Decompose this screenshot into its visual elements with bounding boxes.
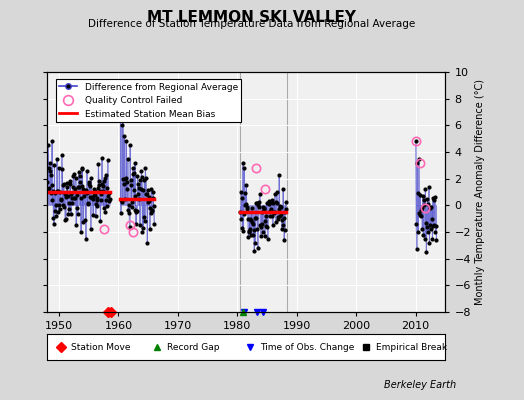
- Text: Empirical Break: Empirical Break: [376, 342, 447, 352]
- Text: Berkeley Earth: Berkeley Earth: [384, 380, 456, 390]
- Text: Station Move: Station Move: [71, 342, 130, 352]
- Text: Difference of Station Temperature Data from Regional Average: Difference of Station Temperature Data f…: [88, 19, 415, 29]
- Text: Record Gap: Record Gap: [167, 342, 219, 352]
- Text: Time of Obs. Change: Time of Obs. Change: [260, 342, 355, 352]
- Text: MT LEMMON SKI VALLEY: MT LEMMON SKI VALLEY: [147, 10, 356, 25]
- Legend: Difference from Regional Average, Quality Control Failed, Estimated Station Mean: Difference from Regional Average, Qualit…: [56, 79, 242, 122]
- Y-axis label: Monthly Temperature Anomaly Difference (°C): Monthly Temperature Anomaly Difference (…: [475, 79, 485, 305]
